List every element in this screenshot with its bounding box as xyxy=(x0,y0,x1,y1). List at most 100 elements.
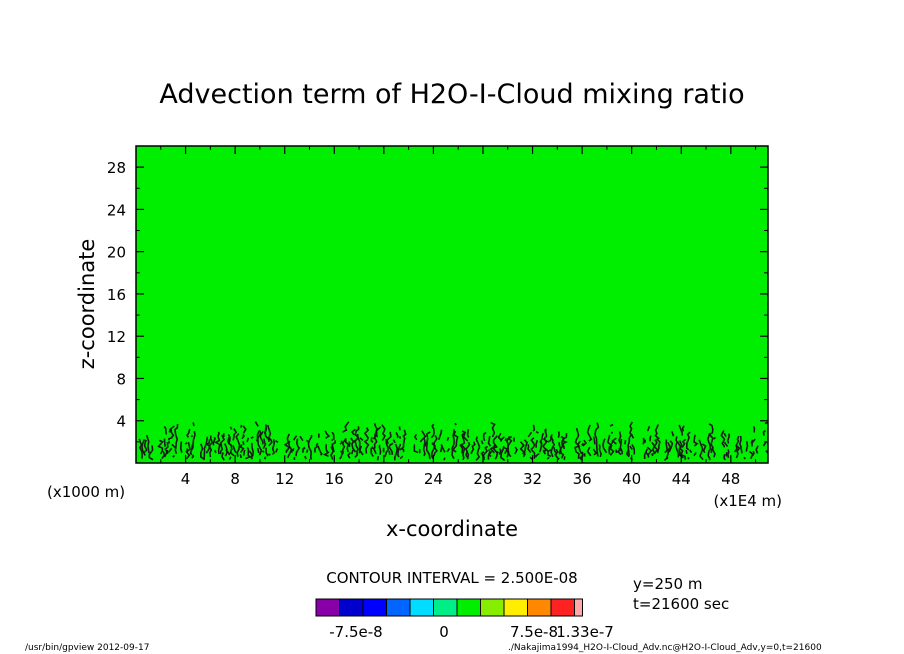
contour-line xyxy=(393,443,399,461)
contour-line xyxy=(549,435,556,458)
contour-line xyxy=(466,429,470,438)
contour-line xyxy=(203,436,209,461)
contour-line xyxy=(275,448,279,453)
contour-line xyxy=(482,431,487,442)
contour-line xyxy=(723,432,727,438)
contour-line xyxy=(342,429,347,433)
contour-line xyxy=(232,428,238,441)
contour-line xyxy=(586,424,593,442)
contour-line xyxy=(242,425,247,434)
contour-line xyxy=(275,440,279,443)
plot-field xyxy=(136,146,768,463)
y-tick-label: 8 xyxy=(116,370,126,388)
contour-line xyxy=(693,434,699,447)
contour-line xyxy=(266,424,273,447)
contour-line xyxy=(628,421,635,439)
contour-line xyxy=(443,457,446,461)
colorbar-label: 1.33e-7 xyxy=(556,623,614,641)
contour-line xyxy=(431,442,436,460)
contour-line xyxy=(547,449,552,458)
contour-line xyxy=(459,444,464,454)
contour-line xyxy=(489,444,496,454)
contour-line xyxy=(219,434,226,446)
contour-line xyxy=(664,439,669,454)
contour-line xyxy=(286,440,293,459)
contour-line xyxy=(586,446,592,457)
contour-line xyxy=(268,453,271,456)
plot-frame xyxy=(135,145,769,464)
contour-line xyxy=(497,432,503,442)
contour-line xyxy=(381,424,386,441)
contour-line xyxy=(344,421,350,432)
contour-line xyxy=(649,435,652,442)
contour-line xyxy=(676,441,682,456)
contour-line xyxy=(141,439,146,456)
x-tick-label: 40 xyxy=(622,470,641,488)
contour-line xyxy=(738,435,743,454)
contour-line xyxy=(371,446,377,455)
contour-line xyxy=(576,440,583,455)
contour-line xyxy=(762,429,766,436)
contour-line xyxy=(373,423,378,449)
contour-line xyxy=(433,435,438,457)
x-tick-label: 4 xyxy=(181,470,191,488)
colorbar-swatch xyxy=(456,598,481,617)
contour-line xyxy=(199,443,204,460)
contour-line xyxy=(624,440,627,445)
contour-line xyxy=(378,444,382,455)
contour-line xyxy=(419,437,424,443)
contour-line xyxy=(376,455,380,461)
contour-line xyxy=(388,450,391,456)
contour-line xyxy=(752,426,756,433)
contour-line xyxy=(259,430,264,445)
colorbar-swatch xyxy=(550,598,575,617)
contour-line xyxy=(618,431,622,444)
contour-line xyxy=(421,430,427,457)
contour-line xyxy=(242,441,245,445)
contour-line xyxy=(212,436,216,446)
contour-line xyxy=(438,429,443,440)
colorbar: -7.5e-8 0 7.5e-81.33e-7 xyxy=(315,598,614,641)
contour-line xyxy=(339,450,344,460)
contour-line xyxy=(723,453,726,461)
contour-line xyxy=(265,447,269,457)
contour-line xyxy=(609,423,614,427)
contour-line xyxy=(172,454,176,458)
chart-title: Advection term of H2O-I-Cloud mixing rat… xyxy=(159,79,744,110)
contour-line xyxy=(546,456,550,460)
colorbar-label: -7.5e-8 xyxy=(329,623,382,641)
contour-line xyxy=(354,426,360,458)
contour-line xyxy=(341,438,347,455)
contour-line xyxy=(751,438,756,447)
contour-line xyxy=(674,436,680,458)
y-tick-label: 16 xyxy=(107,286,126,304)
contour-line xyxy=(235,433,241,458)
contour-line xyxy=(425,442,431,460)
contour-line xyxy=(521,439,529,456)
contour-line xyxy=(324,430,331,439)
contour-line xyxy=(171,443,176,449)
contour-line xyxy=(246,437,250,443)
contour-line xyxy=(611,437,617,445)
contour-line xyxy=(228,456,232,460)
contour-line xyxy=(755,445,759,454)
contour-line xyxy=(264,428,270,442)
contour-line xyxy=(256,429,263,456)
contour-line xyxy=(221,452,225,461)
x-axis: 4 8 12 16 20 24 28 32 36 40 44 48 xyxy=(160,146,757,488)
contour-line xyxy=(452,430,459,453)
contour-line xyxy=(656,438,661,454)
x-tick-label: 24 xyxy=(424,470,443,488)
contour-line xyxy=(681,425,685,432)
contour-line xyxy=(544,439,547,443)
contour-line xyxy=(396,443,402,458)
contour-line xyxy=(723,441,729,447)
contour-line xyxy=(351,428,356,436)
contour-line xyxy=(579,451,584,461)
colorbar-swatch xyxy=(503,598,528,617)
contour-line xyxy=(506,435,513,458)
contour-line xyxy=(163,426,168,435)
contour-line xyxy=(626,449,630,457)
contour-line xyxy=(192,422,195,427)
